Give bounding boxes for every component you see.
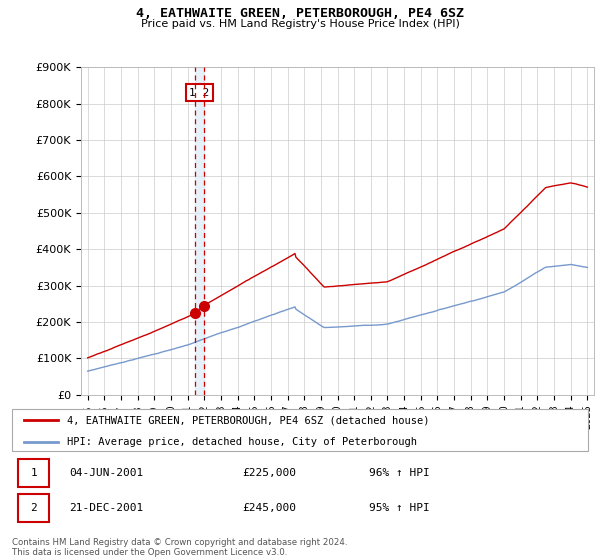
Text: 04-JUN-2001: 04-JUN-2001 xyxy=(70,468,144,478)
Text: £245,000: £245,000 xyxy=(242,503,296,513)
Text: Price paid vs. HM Land Registry's House Price Index (HPI): Price paid vs. HM Land Registry's House … xyxy=(140,19,460,29)
Text: 1 2: 1 2 xyxy=(189,88,209,97)
Text: 21-DEC-2001: 21-DEC-2001 xyxy=(70,503,144,513)
Bar xyxy=(18,459,49,487)
Text: 2: 2 xyxy=(30,503,37,513)
Text: 96% ↑ HPI: 96% ↑ HPI xyxy=(369,468,430,478)
Text: Contains HM Land Registry data © Crown copyright and database right 2024.
This d: Contains HM Land Registry data © Crown c… xyxy=(12,538,347,557)
Text: HPI: Average price, detached house, City of Peterborough: HPI: Average price, detached house, City… xyxy=(67,437,417,446)
Bar xyxy=(194,67,204,395)
Text: 1: 1 xyxy=(30,468,37,478)
Text: £225,000: £225,000 xyxy=(242,468,296,478)
Text: 4, EATHWAITE GREEN, PETERBOROUGH, PE4 6SZ (detached house): 4, EATHWAITE GREEN, PETERBOROUGH, PE4 6S… xyxy=(67,415,429,425)
Bar xyxy=(18,494,49,522)
Text: 95% ↑ HPI: 95% ↑ HPI xyxy=(369,503,430,513)
Text: 4, EATHWAITE GREEN, PETERBOROUGH, PE4 6SZ: 4, EATHWAITE GREEN, PETERBOROUGH, PE4 6S… xyxy=(136,7,464,20)
